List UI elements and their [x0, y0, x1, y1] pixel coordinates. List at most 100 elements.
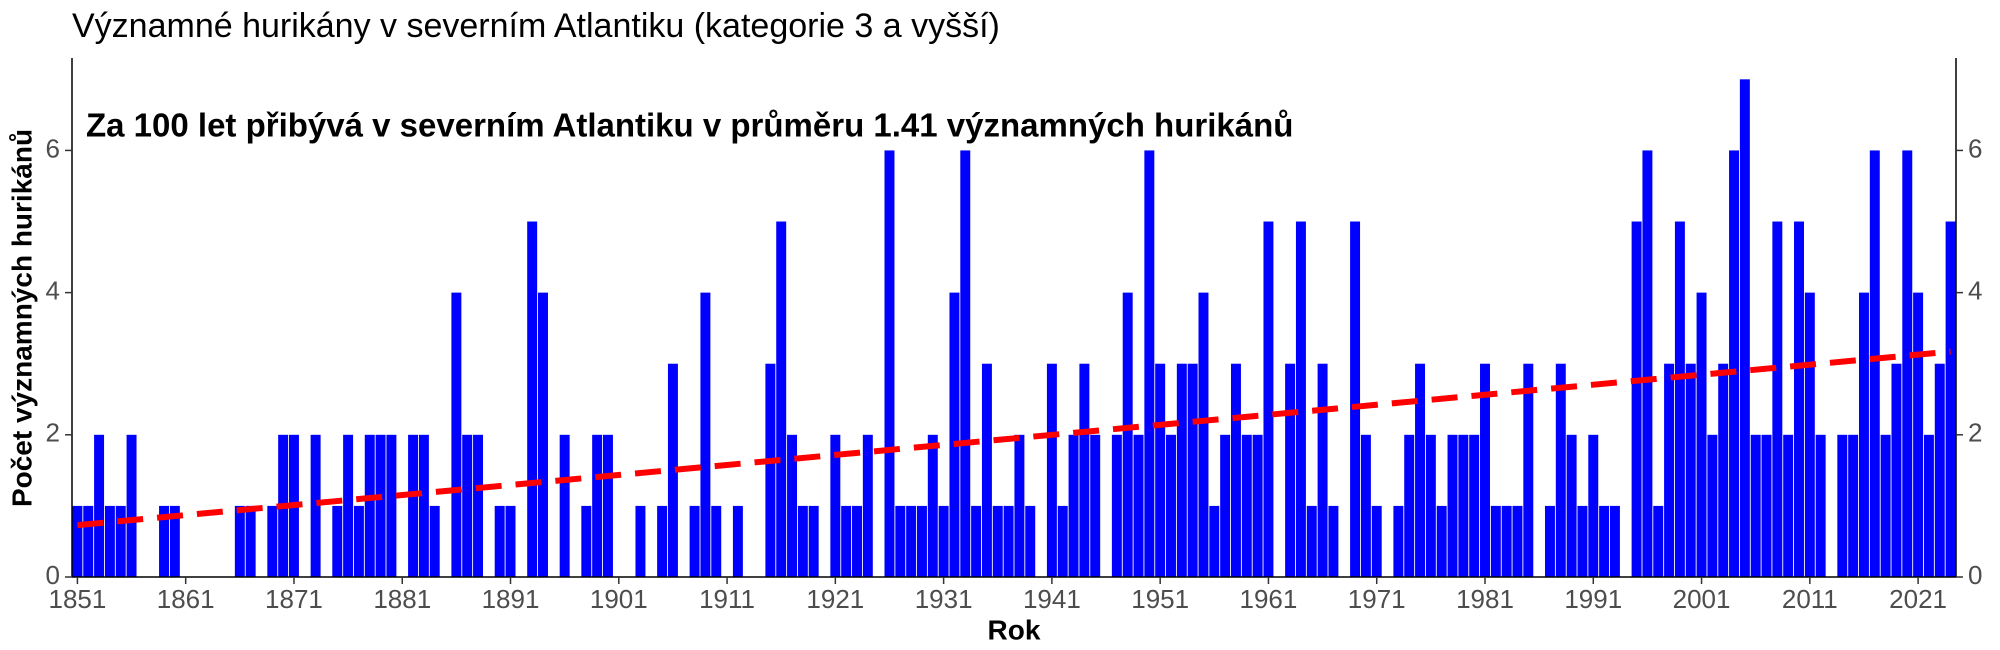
y-tick-label: 2: [46, 418, 60, 448]
bar: [1068, 434, 1079, 577]
bar: [473, 434, 484, 577]
bar: [797, 505, 808, 577]
x-tick-label: 1851: [48, 584, 106, 614]
bar: [765, 363, 776, 577]
bar: [862, 434, 873, 577]
bar: [83, 505, 94, 577]
bar: [1447, 434, 1458, 577]
bar: [1425, 434, 1436, 577]
bar: [1913, 292, 1924, 577]
bar: [1837, 434, 1848, 577]
bar: [732, 505, 743, 577]
y2-tick-label: 2: [1968, 418, 1982, 448]
bar: [353, 505, 364, 577]
x-tick-label: 1911: [699, 584, 755, 614]
bar: [1696, 292, 1707, 577]
bar: [267, 505, 278, 577]
bar: [1609, 505, 1620, 577]
bar: [1285, 363, 1296, 577]
bar: [1815, 434, 1826, 577]
bar: [1880, 434, 1891, 577]
x-tick-label: 2011: [1782, 584, 1838, 614]
bar: [527, 221, 538, 577]
bar: [906, 505, 917, 577]
bar: [960, 150, 971, 577]
bar: [1739, 79, 1750, 577]
bar: [462, 434, 473, 577]
bar: [689, 505, 700, 577]
bar: [1945, 221, 1956, 577]
bar: [830, 434, 841, 577]
bar: [1241, 434, 1252, 577]
bar: [1772, 221, 1783, 577]
bar: [1057, 505, 1068, 577]
bar: [1707, 434, 1718, 577]
bar: [494, 505, 505, 577]
bar: [938, 505, 949, 577]
bar: [1490, 505, 1501, 577]
bar: [94, 434, 105, 577]
bar: [1360, 434, 1371, 577]
bar: [538, 292, 548, 577]
bar: [104, 505, 115, 577]
bar: [1306, 505, 1317, 577]
bar: [1501, 505, 1512, 577]
bar: [451, 292, 462, 577]
bar: [1252, 434, 1263, 577]
bar: [1209, 505, 1220, 577]
bar: [1014, 434, 1025, 577]
bar: [992, 505, 1003, 577]
bar: [1079, 363, 1090, 577]
bar: [1685, 363, 1696, 577]
bar: [1718, 363, 1729, 577]
bar: [1848, 434, 1859, 577]
bar: [1025, 505, 1036, 577]
x-tick-label: 1921: [806, 584, 864, 614]
bar: [1674, 221, 1685, 577]
y2-tick-label: 4: [1968, 275, 1982, 305]
bar: [159, 505, 170, 577]
bar: [505, 505, 516, 577]
bar: [386, 434, 397, 577]
x-tick-label: 1861: [157, 584, 215, 614]
bar: [776, 221, 787, 577]
y2-tick-label: 6: [1968, 133, 1982, 163]
bar: [310, 434, 321, 577]
bar: [1122, 292, 1133, 577]
bar: [1317, 363, 1328, 577]
bar: [1891, 363, 1902, 577]
bar: [592, 434, 603, 577]
bar: [1934, 363, 1945, 577]
bar: [1631, 221, 1642, 577]
x-tick-label: 1891: [482, 584, 540, 614]
bar: [1230, 363, 1241, 577]
bar: [1869, 150, 1880, 577]
bar: [1804, 292, 1815, 577]
bar: [1176, 363, 1187, 577]
x-tick-label: 1961: [1240, 584, 1298, 614]
bar: [1794, 221, 1804, 577]
bar: [1555, 363, 1566, 577]
x-tick-label: 1971: [1348, 584, 1406, 614]
bar: [332, 505, 343, 577]
y-tick-label: 6: [46, 133, 60, 163]
x-tick-label: 1951: [1131, 584, 1189, 614]
x-axis-title: Rok: [988, 614, 1041, 645]
bar: [657, 505, 668, 577]
bar: [1750, 434, 1761, 577]
bar: [234, 505, 245, 577]
bar: [1512, 505, 1523, 577]
bar: [364, 434, 375, 577]
y2-tick-label: 0: [1968, 560, 1982, 590]
bar: [1523, 363, 1534, 577]
trend-line: [77, 348, 1951, 529]
bar: [245, 505, 256, 577]
bar: [1111, 434, 1122, 577]
bar: [1458, 434, 1469, 577]
bar: [115, 505, 126, 577]
bar: [602, 434, 613, 577]
bar: [971, 505, 982, 577]
bar: [1858, 292, 1869, 577]
bar: [1642, 150, 1653, 577]
